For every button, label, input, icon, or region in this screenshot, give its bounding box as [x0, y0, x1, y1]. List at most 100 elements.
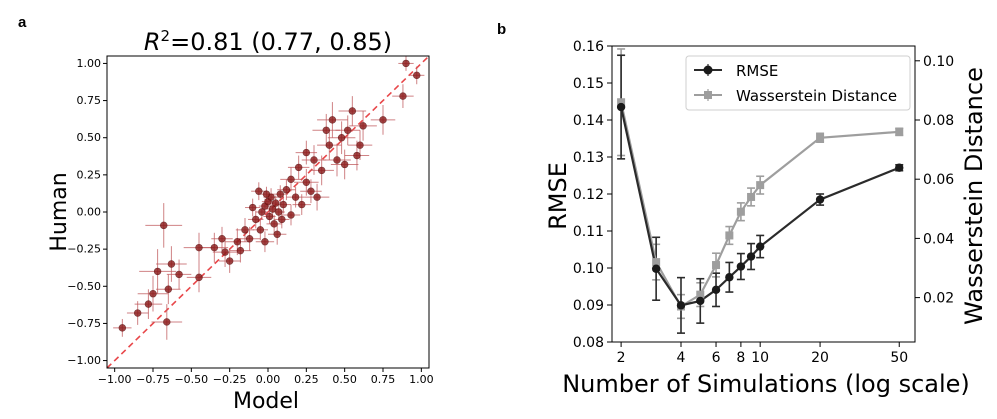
rmse-point [736, 262, 746, 271]
data-point [337, 134, 346, 142]
data-point [221, 248, 229, 256]
wasserstein-point [696, 290, 705, 299]
data-point [255, 187, 263, 195]
data-point [333, 156, 341, 164]
y2-tick-label: 0.10 [923, 54, 954, 70]
data-point [340, 160, 349, 169]
data-point [261, 238, 269, 246]
data-point [195, 273, 203, 282]
data-point [153, 267, 162, 276]
data-point [144, 300, 153, 308]
data-point [210, 243, 219, 252]
data-point [313, 193, 321, 201]
data-point [270, 220, 278, 228]
wasserstein-point [736, 207, 745, 216]
legend-box [685, 55, 911, 111]
rmse-point [676, 301, 686, 310]
y-tick-label: −0.50 [67, 280, 101, 293]
data-point [287, 211, 295, 219]
wasserstein-point [652, 258, 661, 267]
y-tick-label: 0.12 [573, 187, 604, 203]
data-point [379, 116, 387, 124]
y2-tick-label: 0.04 [923, 231, 954, 247]
wasserstein-point [747, 192, 756, 201]
data-point [356, 141, 364, 149]
data-point [307, 187, 315, 195]
rmse-point [616, 102, 626, 112]
y-tick-label: 0.11 [573, 224, 604, 240]
x-tick-label: 8 [736, 350, 745, 366]
data-point [402, 59, 410, 68]
x-tick-label: 0.50 [332, 373, 357, 386]
x-tick-label: 0.00 [256, 373, 281, 386]
data-point [265, 212, 274, 221]
data-point [160, 221, 168, 230]
y-tick-label: 0.75 [77, 94, 102, 107]
y-tick-label: 0.14 [573, 113, 604, 129]
data-point [258, 208, 266, 216]
data-point [325, 141, 334, 149]
data-point [322, 126, 330, 134]
data-point [359, 122, 367, 130]
data-point [399, 92, 407, 100]
rmse-point [895, 163, 904, 172]
data-point [279, 200, 288, 209]
wasserstein-point [712, 261, 721, 270]
data-point [241, 226, 249, 234]
data-point [252, 215, 260, 224]
data-point [275, 208, 283, 216]
data-point [245, 235, 254, 243]
data-point [233, 238, 242, 246]
data-point [276, 190, 284, 198]
legend-label-rmse: RMSE [736, 62, 778, 80]
y-tick-label: 1.00 [77, 57, 102, 70]
x-tick-label: 50 [890, 350, 908, 366]
data-point [282, 186, 291, 194]
panel-label-a: a [18, 14, 27, 31]
data-point [317, 166, 326, 175]
data-point [413, 71, 421, 80]
y2-tick-label: 0.08 [923, 113, 954, 129]
wasserstein-point [895, 127, 904, 136]
rmse-point [696, 296, 705, 306]
x-tick-label: 0.25 [294, 373, 319, 386]
wasserstein-point [725, 231, 734, 240]
rmse-point [815, 195, 825, 204]
x-tick-label: 1.00 [409, 373, 434, 386]
chart-a-xlabel: Model [233, 389, 299, 414]
x-tick-label: 0.75 [371, 373, 396, 386]
x-tick-label: 20 [811, 350, 829, 366]
data-point [302, 148, 311, 157]
y-tick-label: 0.13 [573, 150, 604, 166]
data-point [302, 178, 311, 186]
y-tick-label: 0.08 [573, 335, 604, 351]
rmse-point [651, 264, 661, 273]
data-point [256, 226, 265, 234]
legend-label-wasserstein: Wasserstein Distance [736, 87, 897, 105]
scatter-chart: R2=0.81 (0.77, 0.85) −1.00 −0.75 −0.50 −0.2… [47, 27, 434, 414]
chart-a-ylabel: Human [47, 172, 72, 251]
data-point [328, 116, 337, 124]
x-tick-label: 10 [751, 350, 769, 366]
data-point [291, 193, 300, 201]
chart-b-xlabel: Number of Simulations (log scale) [562, 370, 970, 398]
data-point [294, 163, 303, 172]
x-tick-label: −0.75 [136, 373, 170, 386]
chart-b-y2label: Wasserstein Distance [960, 67, 988, 325]
rmse-point [711, 285, 721, 295]
data-point [248, 203, 257, 212]
chart-a-frame [106, 55, 430, 369]
legend-marker-rmse [703, 65, 713, 75]
data-point [273, 230, 281, 238]
data-point [278, 215, 286, 224]
y-tick-label: 0.16 [573, 39, 604, 55]
data-point [348, 107, 357, 115]
y2-tick-label: 0.02 [923, 291, 954, 307]
y-tick-label: 0.25 [77, 168, 102, 181]
data-point [298, 200, 306, 209]
chart-a-title: R2=0.81 (0.77, 0.85) [144, 27, 392, 56]
rmse-point [725, 273, 734, 282]
y-tick-label: 0.00 [77, 206, 102, 219]
title-sup: 2 [161, 27, 171, 45]
